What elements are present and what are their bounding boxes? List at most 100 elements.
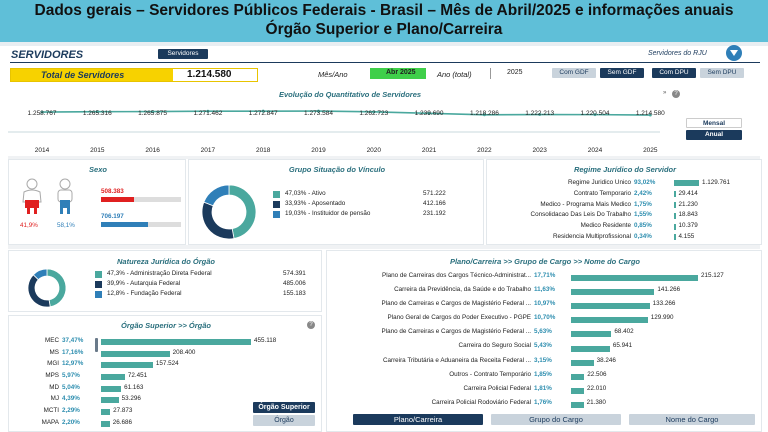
vinculo-legend: 47,03% - Ativo 571.222 33,93% - Aposentado…: [273, 190, 473, 220]
plano-row[interactable]: Outros - Contrato Temporário 1,85% 22.506: [327, 370, 763, 384]
natureza-legend-swatch: [95, 291, 102, 298]
orgao-bar: [101, 373, 125, 380]
orgao-row[interactable]: MPS 5,97% 72.451: [9, 371, 323, 383]
evolucao-data-label: 1.262.723: [359, 110, 388, 117]
orgao-label: MPS: [45, 372, 59, 380]
help-icon[interactable]: ?: [672, 90, 680, 98]
plano-row[interactable]: Carreira do Seguro Social 5,43% 65.941: [327, 341, 763, 355]
regime-row[interactable]: Medico - Programa Mais Medico 1,75% 21.230: [487, 200, 763, 211]
plano-row[interactable]: Carreira da Previdência, da Saúde e do T…: [327, 285, 763, 299]
plano-row[interactable]: Plano Geral de Cargos do Poder Executivo…: [327, 313, 763, 327]
plano-pct: 1,76%: [534, 398, 552, 406]
orgao-pct: 2,29%: [62, 407, 80, 415]
orgao-scrollbar[interactable]: [95, 338, 98, 352]
evolucao-data-label: 1.265.316: [83, 110, 112, 117]
plano-row[interactable]: Plano de Carreiras dos Cargos Técnico-Ad…: [327, 271, 763, 285]
evolucao-data-label: 1.222.213: [525, 110, 554, 117]
mensal-button[interactable]: Mensal: [686, 118, 742, 128]
evolucao-point: [40, 110, 44, 114]
plano-row[interactable]: Carreira Tributária e Aduaneira da Recei…: [327, 356, 763, 370]
evolucao-point: [538, 113, 542, 117]
natureza-legend-value: 485.006: [283, 280, 306, 287]
evolucao-point: [151, 110, 155, 114]
orgao-pct: 5,97%: [62, 372, 80, 380]
plano-list: Plano de Carreiras dos Cargos Técnico-Ad…: [327, 271, 763, 412]
evolucao-x-tick: 2014: [35, 147, 50, 154]
regime-row[interactable]: Medico Residente 0,85% 10.379: [487, 221, 763, 232]
regime-row[interactable]: Residencia Multiprofissional 0,34% 4.155: [487, 232, 763, 243]
tab-servidores[interactable]: Servidores: [158, 49, 208, 59]
tab-nome-cargo[interactable]: Nome do Cargo: [629, 414, 755, 425]
orgao-value: 26.686: [112, 418, 133, 426]
natureza-legend-swatch: [95, 271, 102, 278]
orgao-pct: 12,97%: [62, 360, 84, 368]
regime-label: Regime Juridico Unico: [568, 179, 631, 186]
orgao-value: 72.451: [127, 372, 148, 380]
orgao-help-icon[interactable]: ?: [307, 321, 315, 329]
regime-value: 4.155: [678, 232, 695, 240]
sem-gdf-button[interactable]: Sem GDF: [600, 68, 644, 78]
regime-row[interactable]: Regime Juridico Unico 93,02% 1.129.761: [487, 178, 763, 189]
evolucao-data-label: 1.272.847: [249, 110, 278, 117]
plano-value: 129.990: [650, 314, 674, 322]
plano-row[interactable]: Carreira Policial Rodoviário Federal 1,76…: [327, 398, 763, 412]
plano-value: 141.266: [657, 286, 681, 294]
orgao-row[interactable]: MAPA 2,20% 26.686: [9, 418, 323, 430]
com-dpu-button[interactable]: Com DPU: [652, 68, 696, 78]
tab-plano-carreira[interactable]: Plano/Carreira: [353, 414, 483, 425]
plano-label: Plano de Carreiras dos Cargos Técnico-Ad…: [382, 272, 531, 279]
natureza-legend-label: 12,8% - Fundação Federal: [107, 290, 182, 297]
regime-value: 1.129.761: [702, 179, 731, 186]
orgao-row[interactable]: MS 17,16% 208.400: [9, 348, 323, 360]
ano-total-select[interactable]: 2025: [490, 68, 530, 79]
total-label: Total de Servidores: [41, 70, 125, 80]
orgao-superior-button[interactable]: Órgão Superior: [253, 402, 315, 413]
mes-ano-select[interactable]: Abr 2025: [370, 68, 426, 79]
evolucao-point: [206, 109, 210, 113]
plano-title: Plano/Carreira >> Grupo de Cargo >> Nome…: [449, 257, 641, 266]
orgao-bar: [101, 397, 119, 404]
plano-bar: [571, 275, 698, 282]
orgao-bar: [101, 385, 122, 392]
orgao-button[interactable]: Órgão: [253, 415, 315, 426]
regime-row[interactable]: Contrato Temporario 2,42% 29.414: [487, 189, 763, 200]
orgao-row[interactable]: MGI 12,97% 157.524: [9, 359, 323, 371]
evolucao-x-tick: 2015: [90, 147, 105, 154]
natureza-legend-label: 47,3% - Administração Direta Federal: [107, 270, 212, 277]
title-underline: [10, 62, 760, 63]
orgao-row[interactable]: MCTI 2,29% 27.873: [9, 406, 323, 418]
plano-row[interactable]: Carreira Policial Federal 1,81% 22.010: [327, 384, 763, 398]
regime-row[interactable]: Consolidacao Das Leis Do Trabalho 1,55% 18…: [487, 210, 763, 221]
donut-slice: [201, 201, 235, 240]
natureza-legend-row: 39,9% - Autarquia Federal 485.006: [95, 280, 317, 290]
orgao-title: Órgão Superior >> Órgão: [120, 321, 212, 330]
plano-bar: [571, 303, 650, 310]
orgao-label: MAPA: [41, 418, 59, 426]
plano-row[interactable]: Plano de Carreiras e Cargos de Magistéri…: [327, 299, 763, 313]
natureza-legend-label: 39,9% - Autarquia Federal: [107, 280, 181, 287]
com-gdf-button[interactable]: Com GDF: [552, 68, 596, 78]
tab-grupo-cargo[interactable]: Grupo do Cargo: [491, 414, 621, 425]
plano-value: 68.402: [614, 328, 634, 336]
vinculo-legend-swatch: [273, 211, 280, 218]
sexo-fem-bar: [101, 197, 135, 202]
evolucao-data-label: 1.239.690: [415, 110, 444, 117]
vinculo-legend-label: 47,03% - Ativo: [285, 190, 326, 197]
natureza-panel: Natureza Jurídica do Órgão 47,3% - Admin…: [8, 250, 322, 312]
orgao-panel: Órgão Superior >> Órgão ? MEC 37,47% 455.1…: [8, 315, 322, 432]
filter-icon[interactable]: [726, 45, 742, 61]
sexo-fem-pct: 41,9%: [20, 222, 38, 229]
expand-icon[interactable]: »: [663, 90, 667, 96]
orgao-row[interactable]: MJ 4,39% 53.296: [9, 394, 323, 406]
plano-row[interactable]: Plano de Carreiras e Cargos de Magistéri…: [327, 327, 763, 341]
orgao-row[interactable]: MEC 37,47% 455.118: [9, 336, 323, 348]
anual-button[interactable]: Anual: [686, 130, 742, 140]
plano-pct: 1,85%: [534, 370, 552, 378]
plano-value: 22.506: [587, 370, 607, 378]
header-divider: [0, 42, 768, 46]
sem-dpu-button[interactable]: Sem DPU: [700, 68, 744, 78]
orgao-pct: 4,39%: [62, 395, 80, 403]
orgao-bar: [101, 408, 111, 415]
orgao-row[interactable]: MD 5,04% 61.163: [9, 383, 323, 395]
donut-slice: [228, 184, 257, 239]
